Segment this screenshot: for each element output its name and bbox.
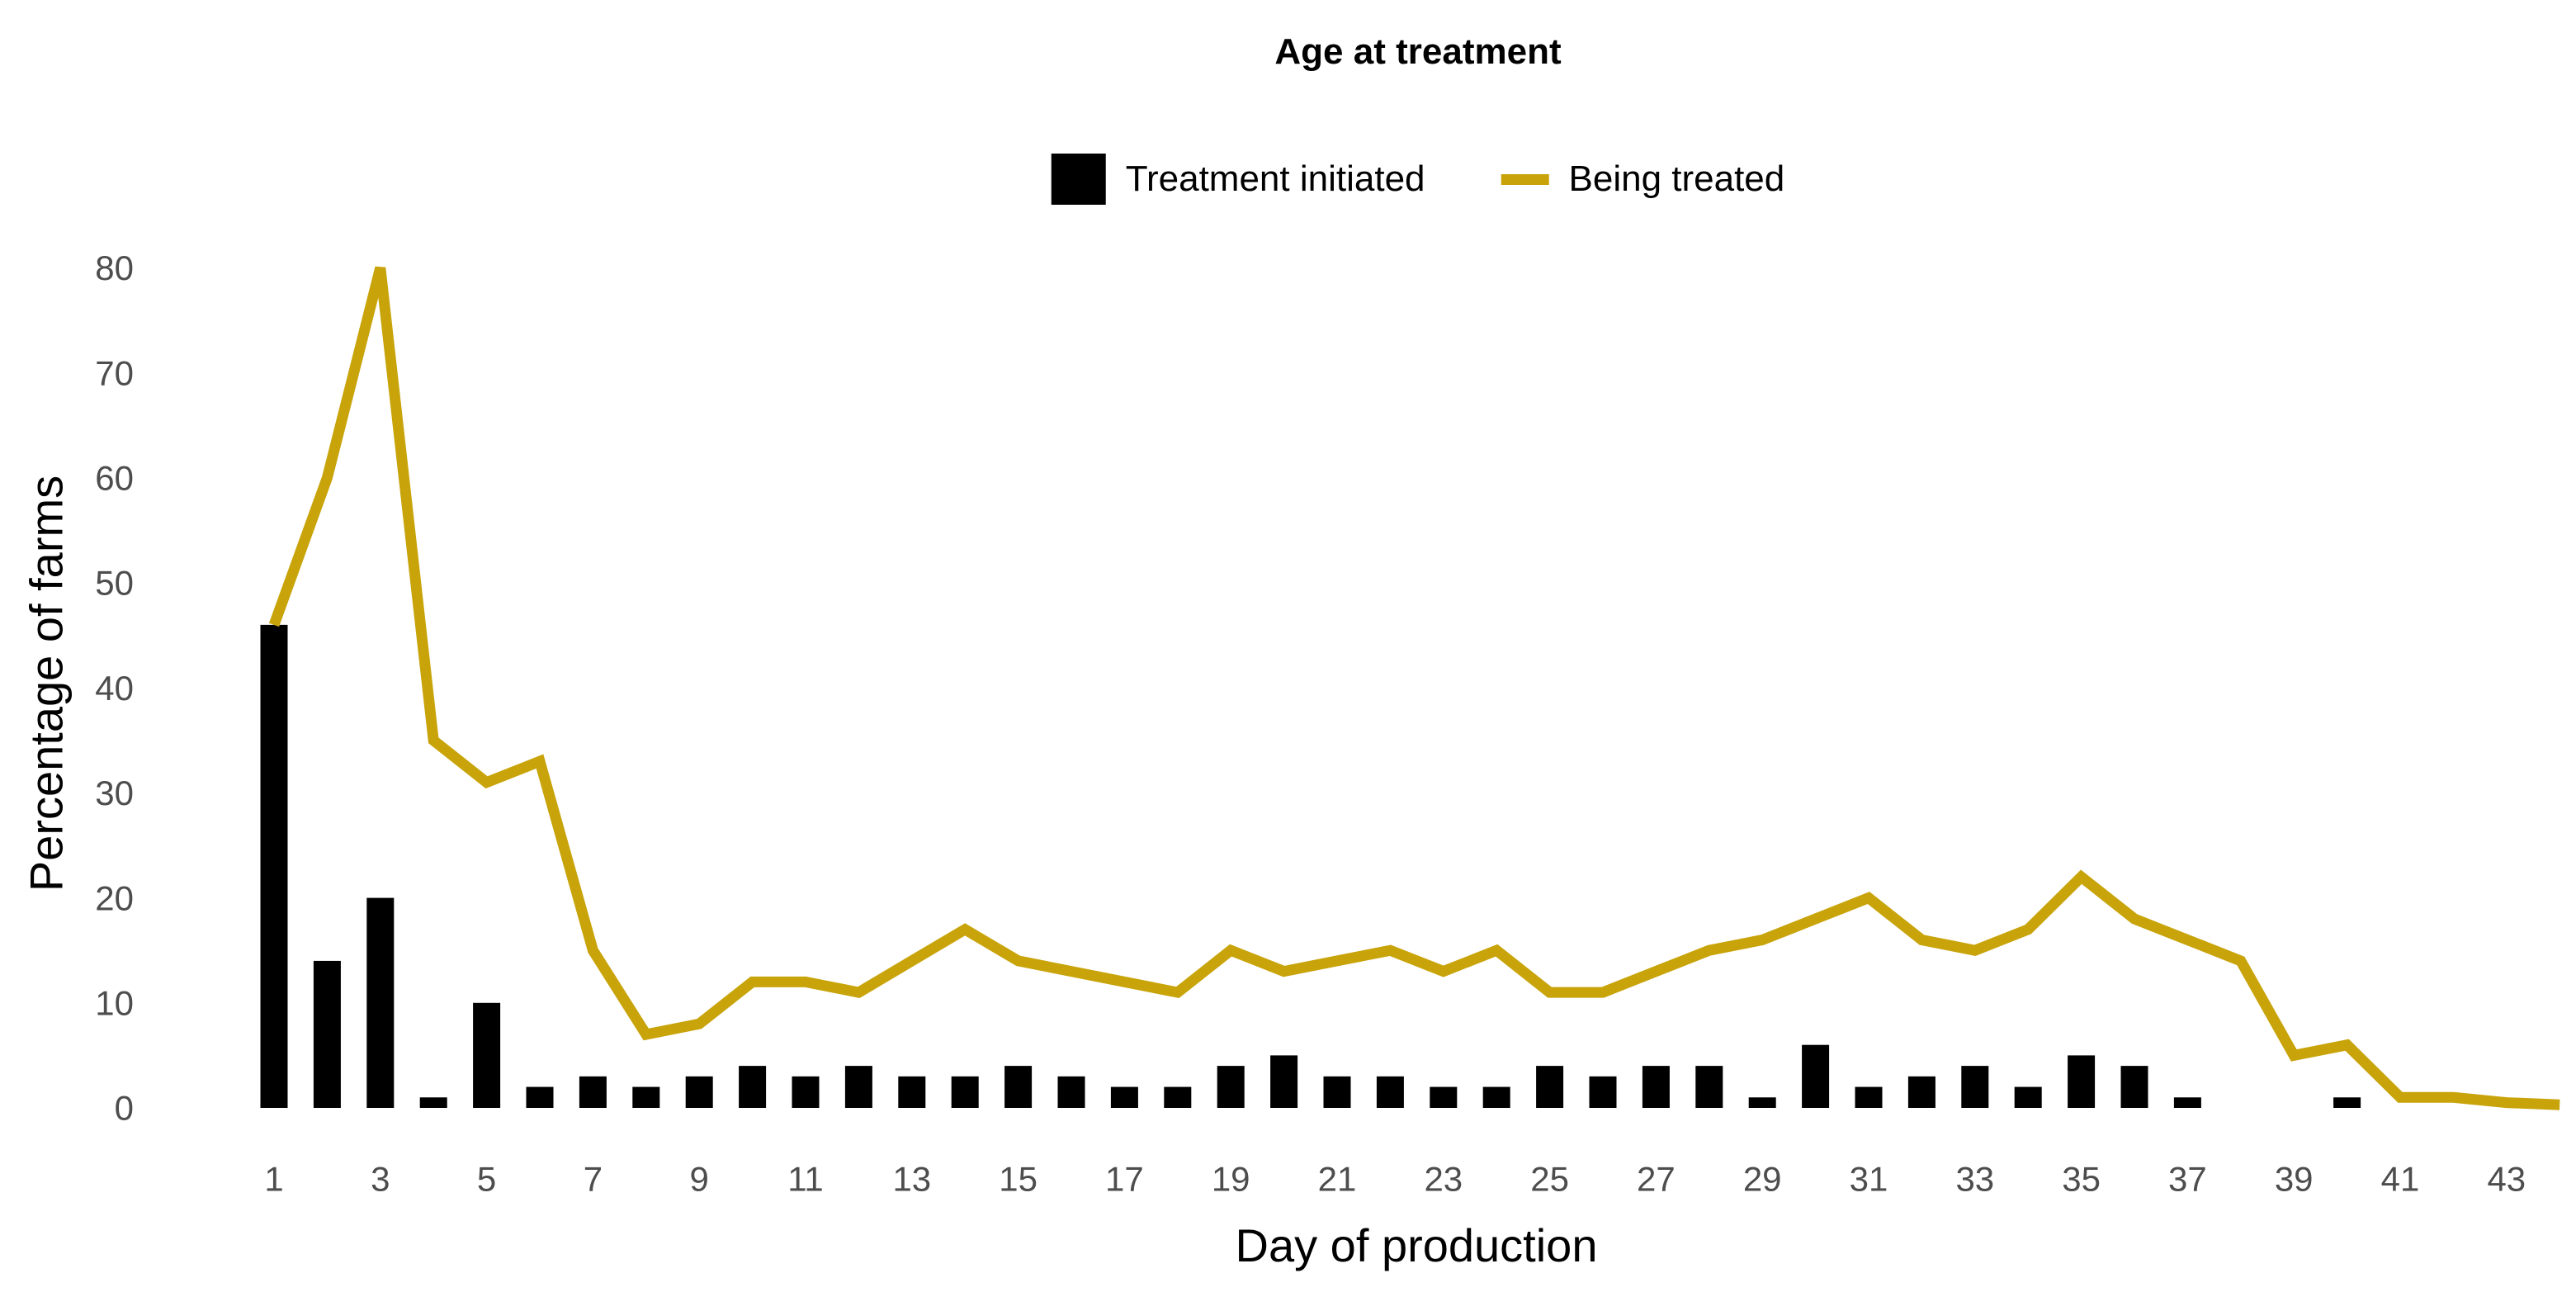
x-tick-label-15: 15 (999, 1160, 1037, 1199)
bar-day-30 (1802, 1044, 1830, 1108)
bar-day-7 (579, 1076, 607, 1108)
bar-day-24 (1482, 1086, 1510, 1108)
x-tick-label-17: 17 (1105, 1160, 1144, 1199)
bar-day-12 (844, 1066, 872, 1108)
y-tick-label-10: 10 (95, 984, 134, 1023)
bar-day-18 (1164, 1086, 1192, 1108)
legend: Treatment initiated Being treated (1051, 154, 1785, 205)
x-tick-label-19: 19 (1212, 1160, 1250, 1199)
bar-day-37 (2173, 1097, 2201, 1108)
bar-day-27 (1642, 1066, 1670, 1108)
y-tick-label-0: 0 (115, 1089, 134, 1128)
bar-day-40 (2333, 1097, 2361, 1108)
being-treated-line (268, 266, 2560, 1110)
y-tick-label-80: 80 (95, 248, 134, 287)
bar-day-26 (1589, 1076, 1617, 1108)
bar-day-11 (792, 1076, 820, 1108)
bar-day-22 (1376, 1076, 1404, 1108)
x-tick-label-25: 25 (1530, 1160, 1569, 1199)
x-tick-label-21: 21 (1318, 1160, 1357, 1199)
legend-item-treatment-initiated: Treatment initiated (1051, 154, 1425, 205)
bar-day-23 (1430, 1086, 1458, 1108)
chart-title: Age at treatment (1274, 31, 1562, 72)
legend-line-swatch (1501, 173, 1549, 185)
bar-day-6 (526, 1086, 554, 1108)
bar-day-36 (2120, 1066, 2148, 1108)
x-tick-label-3: 3 (371, 1160, 390, 1199)
y-tick-label-40: 40 (95, 669, 134, 708)
x-tick-label-43: 43 (2487, 1160, 2526, 1199)
bar-day-34 (2014, 1086, 2042, 1108)
x-tick-label-5: 5 (477, 1160, 496, 1199)
bar-day-1 (260, 624, 288, 1108)
x-tick-label-41: 41 (2381, 1160, 2420, 1199)
bar-day-35 (2068, 1055, 2096, 1108)
y-tick-label-50: 50 (95, 564, 134, 603)
x-tick-label-29: 29 (1743, 1160, 1782, 1199)
x-tick-label-9: 9 (690, 1160, 709, 1199)
x-tick-label-39: 39 (2275, 1160, 2314, 1199)
bar-day-33 (1961, 1066, 1989, 1108)
bar-day-25 (1536, 1066, 1564, 1108)
bar-day-2 (313, 960, 341, 1108)
bar-day-32 (1907, 1076, 1936, 1108)
y-tick-label-60: 60 (95, 459, 134, 498)
bar-day-13 (898, 1076, 926, 1108)
x-tick-label-35: 35 (2062, 1160, 2101, 1199)
x-tick-label-1: 1 (264, 1160, 283, 1199)
bar-day-15 (1004, 1066, 1033, 1108)
legend-item-being-treated: Being treated (1501, 159, 1785, 200)
bar-day-3 (366, 897, 395, 1108)
bar-day-20 (1270, 1055, 1298, 1108)
x-tick-label-7: 7 (584, 1160, 603, 1199)
bar-day-19 (1217, 1066, 1245, 1108)
y-tick-label-70: 70 (95, 353, 134, 392)
bar-day-10 (739, 1066, 767, 1108)
bar-day-31 (1855, 1086, 1883, 1108)
x-tick-label-23: 23 (1424, 1160, 1463, 1199)
bar-day-4 (419, 1097, 447, 1108)
x-axis-title: Day of production (1235, 1219, 1598, 1271)
legend-bar-swatch (1051, 154, 1106, 205)
bar-day-9 (685, 1076, 713, 1108)
bar-day-17 (1110, 1086, 1138, 1108)
x-tick-label-27: 27 (1637, 1160, 1676, 1199)
x-tick-label-13: 13 (892, 1160, 931, 1199)
bar-day-8 (632, 1086, 660, 1108)
legend-label-being-treated: Being treated (1568, 159, 1785, 199)
bar-day-14 (951, 1076, 979, 1108)
bar-day-16 (1057, 1076, 1085, 1108)
bar-day-28 (1695, 1066, 1723, 1108)
y-tick-label-20: 20 (95, 878, 134, 917)
x-tick-label-31: 31 (1850, 1160, 1888, 1199)
x-tick-label-33: 33 (1955, 1160, 1994, 1199)
x-tick-label-11: 11 (787, 1160, 824, 1199)
x-tick-label-37: 37 (2168, 1160, 2207, 1199)
bar-day-5 (473, 1002, 501, 1108)
bar-day-21 (1323, 1076, 1351, 1108)
y-tick-label-30: 30 (95, 774, 134, 812)
legend-label-treatment-initiated: Treatment initiated (1125, 159, 1425, 199)
bar-day-29 (1748, 1097, 1776, 1108)
